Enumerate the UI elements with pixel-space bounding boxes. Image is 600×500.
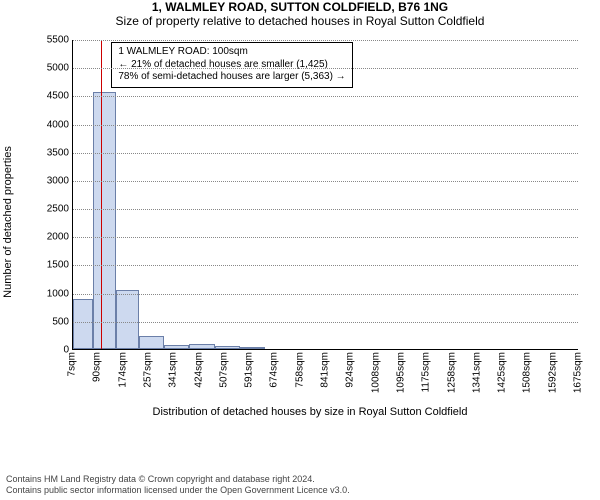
x-tick-label: 507sqm bbox=[218, 352, 229, 388]
y-tick-label: 1500 bbox=[47, 260, 69, 271]
x-tick-label: 90sqm bbox=[92, 352, 103, 382]
x-tick-label: 924sqm bbox=[345, 352, 356, 388]
y-axis-label: Number of detached properties bbox=[2, 146, 14, 298]
gridline-h bbox=[73, 322, 578, 323]
histogram-bar bbox=[139, 336, 164, 349]
footer-line1: Contains HM Land Registry data © Crown c… bbox=[6, 474, 594, 485]
gridline-h bbox=[73, 265, 578, 266]
x-tick-label: 1095sqm bbox=[395, 352, 406, 393]
x-tick-label: 424sqm bbox=[193, 352, 204, 388]
x-tick-label: 674sqm bbox=[269, 352, 280, 388]
gridline-h bbox=[73, 294, 578, 295]
histogram-bar bbox=[215, 346, 240, 349]
x-tick-label: 758sqm bbox=[294, 352, 305, 388]
histogram-bar bbox=[240, 347, 265, 349]
x-tick-label: 7sqm bbox=[67, 352, 78, 376]
footer-line2: Contains public sector information licen… bbox=[6, 485, 594, 496]
plot-area: 1 WALMLEY ROAD: 100sqm ← 21% of detached… bbox=[72, 40, 578, 350]
y-tick-label: 4000 bbox=[47, 119, 69, 130]
x-tick-label: 1008sqm bbox=[370, 352, 381, 393]
histogram-bar bbox=[73, 299, 93, 349]
histogram-bar bbox=[93, 92, 116, 349]
y-tick-label: 4500 bbox=[47, 91, 69, 102]
reference-marker bbox=[101, 40, 102, 349]
x-ticks: 7sqm90sqm174sqm257sqm341sqm424sqm507sqm5… bbox=[72, 352, 578, 408]
gridline-h bbox=[73, 209, 578, 210]
x-tick-label: 1425sqm bbox=[497, 352, 508, 393]
x-axis-label: Distribution of detached houses by size … bbox=[30, 406, 590, 418]
y-tick-label: 5500 bbox=[47, 35, 69, 46]
y-tick-label: 2000 bbox=[47, 232, 69, 243]
x-tick-label: 1175sqm bbox=[421, 352, 432, 392]
y-tick-label: 1000 bbox=[47, 288, 69, 299]
x-tick-label: 341sqm bbox=[168, 352, 179, 388]
gridline-h bbox=[73, 237, 578, 238]
y-tick-label: 2500 bbox=[47, 204, 69, 215]
annotation-line3: 78% of semi-detached houses are larger (… bbox=[118, 71, 345, 84]
page-subtitle: Size of property relative to detached ho… bbox=[0, 14, 600, 28]
x-tick-label: 1258sqm bbox=[446, 352, 457, 393]
y-tick-label: 500 bbox=[52, 316, 69, 327]
gridline-h bbox=[73, 68, 578, 69]
annotation-box: 1 WALMLEY ROAD: 100sqm ← 21% of detached… bbox=[111, 42, 352, 88]
gridline-h bbox=[73, 153, 578, 154]
x-tick-label: 1341sqm bbox=[471, 352, 482, 393]
x-tick-label: 1675sqm bbox=[573, 352, 584, 393]
y-tick-label: 5000 bbox=[47, 63, 69, 74]
annotation-line1: 1 WALMLEY ROAD: 100sqm bbox=[118, 46, 345, 59]
gridline-h bbox=[73, 125, 578, 126]
gridline-h bbox=[73, 40, 578, 41]
x-tick-label: 1508sqm bbox=[522, 352, 533, 393]
histogram-bar bbox=[189, 344, 214, 349]
gridline-h bbox=[73, 96, 578, 97]
x-tick-label: 257sqm bbox=[142, 352, 153, 388]
x-tick-label: 591sqm bbox=[244, 352, 255, 388]
y-tick-label: 3000 bbox=[47, 175, 69, 186]
histogram-bar bbox=[116, 290, 139, 349]
chart-container: Number of detached properties 1 WALMLEY … bbox=[30, 32, 590, 412]
x-tick-label: 841sqm bbox=[320, 352, 331, 388]
gridline-h bbox=[73, 181, 578, 182]
footer-attribution: Contains HM Land Registry data © Crown c… bbox=[6, 474, 594, 496]
histogram-bar bbox=[164, 345, 189, 350]
page-title: 1, WALMLEY ROAD, SUTTON COLDFIELD, B76 1… bbox=[0, 0, 600, 14]
x-tick-label: 174sqm bbox=[117, 352, 128, 388]
x-tick-label: 1592sqm bbox=[547, 352, 558, 393]
y-tick-label: 3500 bbox=[47, 147, 69, 158]
